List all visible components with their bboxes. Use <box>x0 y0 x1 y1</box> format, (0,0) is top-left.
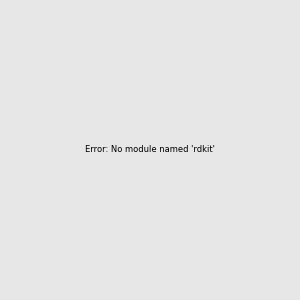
Text: Error: No module named 'rdkit': Error: No module named 'rdkit' <box>85 146 215 154</box>
